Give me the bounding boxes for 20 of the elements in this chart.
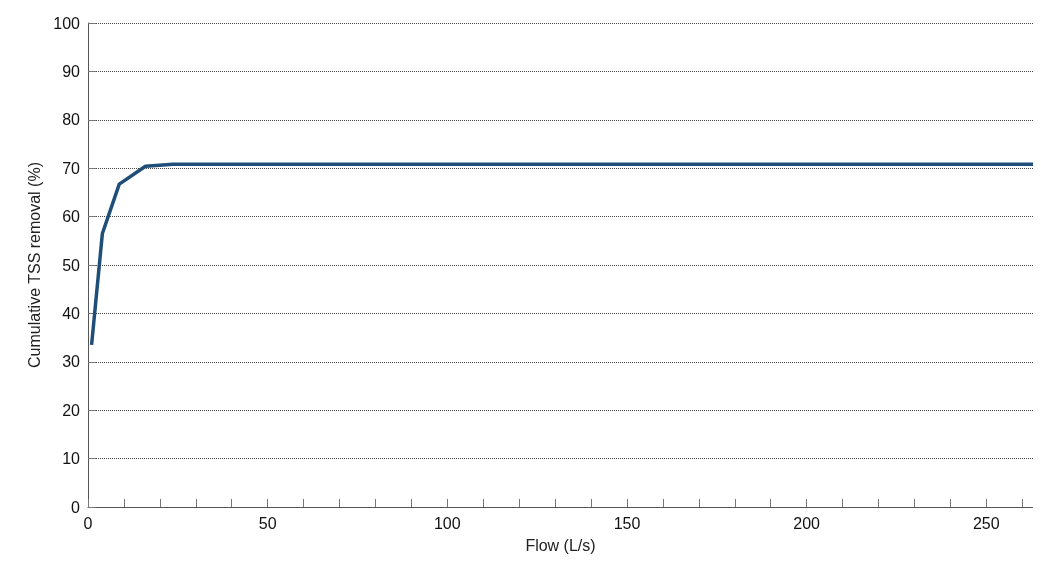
x-tick-label: 0 [83,514,93,532]
y-tick-label: 0 [71,498,81,516]
y-tick-label: 80 [62,111,81,129]
y-tick-label: 70 [62,159,81,177]
x-tick-label: 100 [433,514,461,532]
x-axis-title: Flow (L/s) [525,536,596,554]
y-tick-label: 60 [62,208,81,226]
x-tick-label: 250 [972,514,1000,532]
y-axis-title: Cumulative TSS removal (%) [25,162,43,368]
line-series [89,162,1033,347]
x-tick-label: 200 [793,514,821,532]
x-tick-label: 150 [613,514,641,532]
y-tick-label: 10 [62,450,81,468]
y-tick-label: 20 [62,401,81,419]
y-tick-label: 30 [62,353,81,371]
y-tick-label: 90 [62,62,81,80]
y-tick-label: 50 [62,256,81,274]
y-tick-label: 100 [53,14,81,32]
x-tick-label: 50 [258,514,277,532]
y-tick-label: 40 [62,304,81,322]
